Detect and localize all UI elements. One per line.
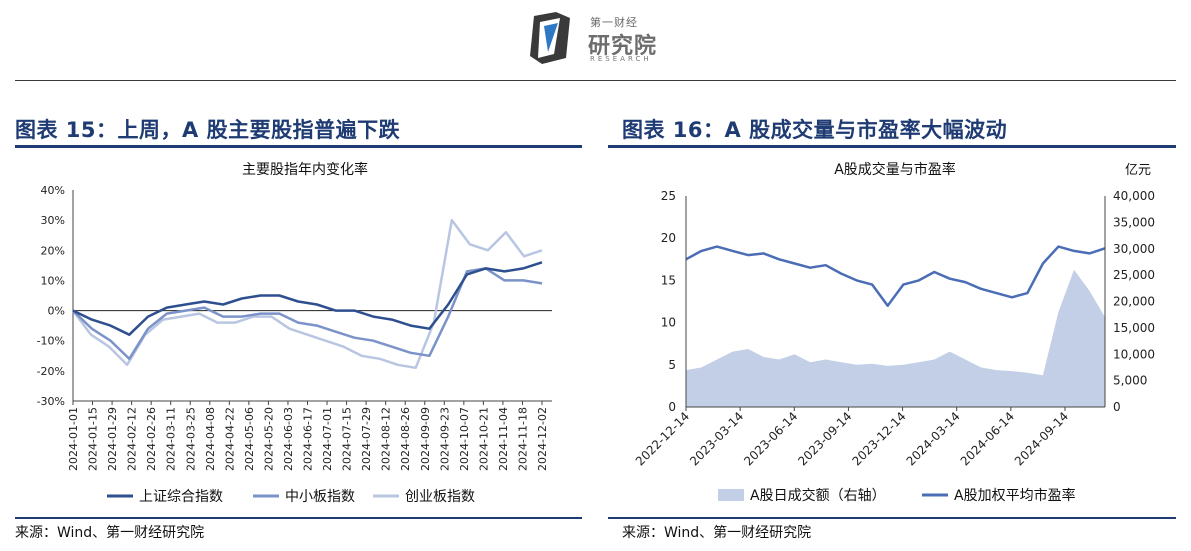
chart1-title: 主要股指年内变化率 xyxy=(242,161,368,178)
logo-line3: RESEARCH xyxy=(590,55,652,63)
header-divider xyxy=(15,80,1176,81)
chart1-x-tick: 2024-01-15 xyxy=(87,407,100,471)
left-panel-title: 图表 15：上周，A 股主要股指普遍下跌 xyxy=(15,118,401,142)
chart2-pe-line xyxy=(685,245,1106,307)
logo-line2: 研究院 xyxy=(588,34,658,59)
research-logo xyxy=(530,12,570,64)
chart1-x-tick: 2024-01-01 xyxy=(67,407,80,471)
chart1-x-tick: 2024-12-02 xyxy=(536,407,549,471)
chart1-legend-label: 上证综合指数 xyxy=(139,489,223,505)
chart2-x-tick: 2024-03-14 xyxy=(904,409,963,468)
logo-line1: 第一财经 xyxy=(590,16,638,29)
chart2-right-tick: 35,000 xyxy=(1113,215,1155,229)
chart2-x-tick: 2023-06-14 xyxy=(741,409,800,468)
chart2-left-tick: 20 xyxy=(661,231,676,245)
chart2-right-tick: 0 xyxy=(1113,400,1121,414)
chart2-left-tick: 15 xyxy=(661,273,676,287)
chart1-x-tick: 2024-11-04 xyxy=(497,407,510,471)
chart1-x-tick: 2024-11-18 xyxy=(516,407,529,471)
chart2-right-tick: 10,000 xyxy=(1113,347,1155,361)
chart2-x-tick: 2024-06-14 xyxy=(958,409,1017,468)
chart1-x-tick: 2024-08-26 xyxy=(399,407,412,471)
chart2-right-axis-unit: 亿元 xyxy=(1125,163,1151,178)
chart1-x-tick: 2024-04-22 xyxy=(223,407,236,471)
left-source: 来源：Wind、第一财经研究院 xyxy=(15,525,205,541)
chart1-y-tick: 0% xyxy=(48,305,65,318)
chart2-x-tick: 2024-09-14 xyxy=(1012,409,1071,468)
right-panel-title: 图表 16：A 股成交量与市盈率大幅波动 xyxy=(622,118,1008,142)
chart2-left-tick: 10 xyxy=(661,316,676,330)
chart2-left-tick: 0 xyxy=(668,400,676,414)
chart1-x-tick: 2024-06-17 xyxy=(302,407,315,471)
left-panel-rule xyxy=(15,145,582,148)
chart1-y-tick: 40% xyxy=(41,184,65,197)
chart2-left-tick: 5 xyxy=(668,358,676,372)
chart1-x-tick: 2024-05-20 xyxy=(262,407,275,471)
chart1-y-tick: -20% xyxy=(37,365,65,378)
chart1-x-tick: 2024-09-09 xyxy=(419,407,432,471)
chart2-right-tick: 15,000 xyxy=(1113,321,1155,335)
chart2-left-tick: 25 xyxy=(661,189,676,203)
chart1-x-tick: 2024-10-21 xyxy=(477,407,490,471)
index-change-chart: 主要股指年内变化率40%30%20%10%0%-10%-20%-30%2024-… xyxy=(37,161,552,505)
chart2-right-tick: 5,000 xyxy=(1113,374,1147,388)
chart2-x-tick: 2022-12-14 xyxy=(633,409,692,468)
chart1-x-tick: 2024-04-08 xyxy=(204,407,217,471)
chart1-x-tick: 2024-05-06 xyxy=(243,407,256,471)
right-panel-rule xyxy=(608,145,1176,148)
left-panel-bottom-rule xyxy=(15,517,582,519)
chart1-x-tick: 2024-09-23 xyxy=(438,407,451,471)
chart1-x-tick: 2024-03-25 xyxy=(184,407,197,471)
chart1-y-tick: 20% xyxy=(41,244,65,257)
chart1-x-tick: 2024-07-15 xyxy=(341,407,354,471)
chart2-title: A股成交量与市盈率 xyxy=(834,161,956,178)
chart1-y-tick: -30% xyxy=(37,395,65,408)
right-panel-bottom-rule xyxy=(608,517,1176,519)
chart1-x-tick: 2024-02-26 xyxy=(145,407,158,471)
chart1-x-tick: 2024-01-29 xyxy=(106,407,119,471)
chart2-x-tick: 2023-09-14 xyxy=(795,409,854,468)
chart1-x-tick: 2024-10-07 xyxy=(458,407,471,471)
chart2-right-tick: 30,000 xyxy=(1113,242,1155,256)
chart1-x-tick: 2024-08-12 xyxy=(380,407,393,471)
chart2-x-tick: 2023-12-14 xyxy=(849,409,908,468)
chart1-x-tick: 2024-06-03 xyxy=(282,407,295,471)
chart1-x-tick: 2024-07-29 xyxy=(360,407,373,471)
chart1-y-tick: -10% xyxy=(37,335,65,348)
chart1-y-tick: 30% xyxy=(41,214,65,227)
volume-pe-chart: A股成交量与市盈率 亿元 25 20 15 10 5 0 40,000 35,000 30,000 2… xyxy=(633,161,1155,504)
chart1-x-tick: 2024-02-12 xyxy=(126,407,139,471)
chart2-right-tick: 25,000 xyxy=(1113,268,1155,282)
right-source: 来源：Wind、第一财经研究院 xyxy=(622,525,812,541)
chart1-series-line xyxy=(71,218,543,370)
chart1-legend-label: 中小板指数 xyxy=(285,489,355,505)
chart2-legend-area-label: A股日成交额（右轴） xyxy=(750,487,886,504)
chart1-legend-label: 创业板指数 xyxy=(405,489,475,505)
chart2-legend-area-swatch xyxy=(718,489,744,501)
chart1-series-line xyxy=(72,261,543,336)
chart1-y-tick: 10% xyxy=(41,274,65,287)
chart2-right-tick: 20,000 xyxy=(1113,295,1155,309)
chart2-x-tick: 2023-03-14 xyxy=(687,409,746,468)
chart2-volume-area xyxy=(686,269,1105,407)
chart2-right-tick: 40,000 xyxy=(1113,189,1155,203)
chart1-x-tick: 2024-03-11 xyxy=(165,407,178,471)
chart1-x-tick: 2024-07-01 xyxy=(321,407,334,471)
chart1-series-line xyxy=(72,267,543,361)
chart2-legend-line-label: A股加权平均市盈率 xyxy=(954,487,1076,504)
